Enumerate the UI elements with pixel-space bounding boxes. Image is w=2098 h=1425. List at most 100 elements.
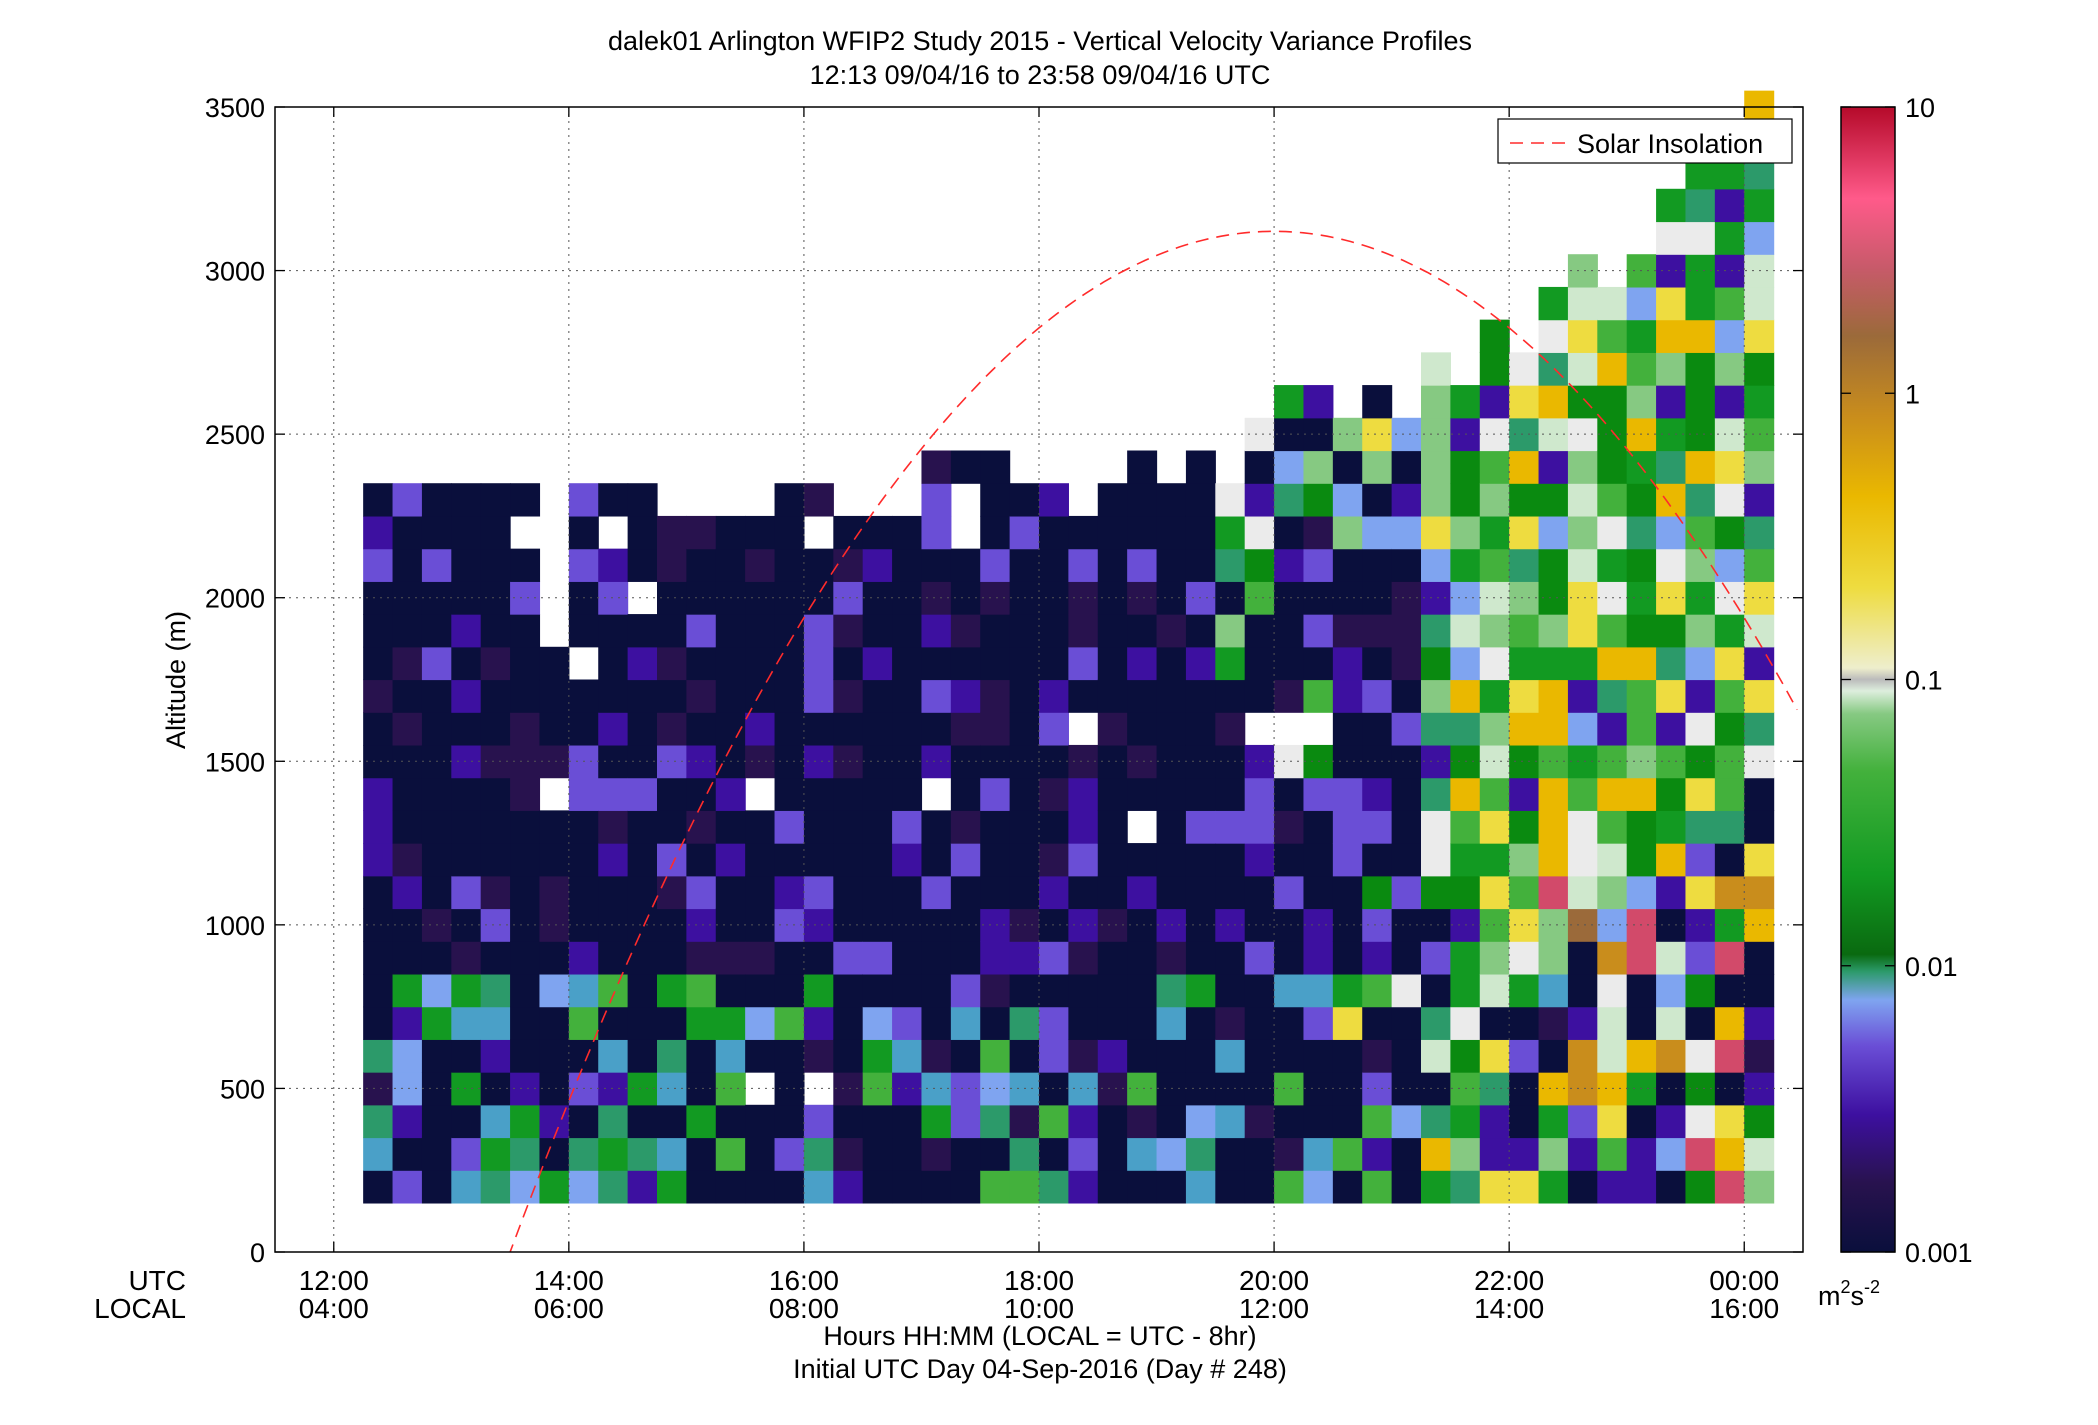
heatmap-cell: [1185, 810, 1216, 844]
heatmap-cell: [568, 614, 599, 648]
heatmap-cell: [598, 614, 629, 648]
heatmap-cell: [1714, 1039, 1745, 1073]
heatmap-cell: [1068, 777, 1099, 811]
heatmap-cell: [510, 1104, 541, 1139]
heatmap-cell: [1009, 1170, 1040, 1204]
heatmap-cell: [980, 581, 1011, 615]
heatmap-cell: [1538, 646, 1569, 681]
legend-box: [1497, 118, 1793, 164]
heatmap-cell: [1274, 973, 1305, 1008]
heatmap-cell: [539, 1072, 570, 1106]
heatmap-cell: [1685, 352, 1716, 386]
heatmap-cell: [1479, 843, 1510, 877]
heatmap-cell: [1362, 614, 1393, 648]
heatmap-cell: [980, 777, 1011, 811]
heatmap-cell: [1744, 679, 1775, 713]
heatmap-cell: [1714, 744, 1745, 779]
heatmap-cell: [686, 843, 717, 877]
heatmap-cell: [1215, 646, 1246, 681]
heatmap-cell: [451, 581, 482, 615]
heatmap-cell: [1744, 777, 1775, 811]
heatmap-cell: [1656, 908, 1687, 942]
heatmap-cell: [627, 515, 658, 550]
heatmap-cell: [1156, 679, 1187, 713]
heatmap-cell: [950, 1137, 981, 1171]
heatmap-cell: [921, 1006, 952, 1040]
heatmap-cell: [1714, 875, 1745, 910]
heatmap-cell: [1685, 1170, 1716, 1204]
heatmap-cell: [363, 843, 394, 877]
heatmap-cell: [1332, 1104, 1363, 1139]
heatmap-cell: [950, 1104, 981, 1139]
heatmap-cell: [1244, 843, 1275, 877]
heatmap-cell: [1597, 1170, 1628, 1204]
heatmap-cell: [980, 679, 1011, 713]
heatmap-cell: [1332, 1170, 1363, 1204]
heatmap-cell: [1391, 1137, 1422, 1171]
heatmap-cell: [1244, 646, 1275, 681]
heatmap-cell: [803, 679, 834, 713]
heatmap-cell: [1156, 614, 1187, 648]
heatmap-cell: [1685, 712, 1716, 746]
heatmap-cell: [803, 1170, 834, 1204]
heatmap-cell: [1567, 385, 1598, 419]
heatmap-cell: [1626, 1137, 1657, 1171]
y-tick-label: 1000: [205, 911, 265, 941]
heatmap-cell: [1656, 450, 1687, 484]
heatmap-cell: [1039, 810, 1069, 844]
heatmap-cell: [1303, 1104, 1334, 1139]
heatmap-cell: [1567, 450, 1598, 484]
heatmap-cell: [1567, 1039, 1598, 1073]
heatmap-cell: [1626, 810, 1657, 844]
heatmap-cell: [363, 1104, 394, 1139]
heatmap-cell: [1714, 712, 1745, 746]
heatmap-cell: [921, 483, 952, 517]
heatmap-cell: [598, 777, 629, 811]
heatmap-cell: [568, 777, 599, 811]
heatmap-cell: [745, 614, 776, 648]
heatmap-cell: [1538, 614, 1569, 648]
heatmap-cell: [657, 1104, 687, 1139]
heatmap-cell: [568, 941, 599, 975]
heatmap-cell: [1127, 875, 1158, 910]
heatmap-cell: [1450, 777, 1481, 811]
heatmap-cell: [1538, 810, 1569, 844]
heatmap-cell: [1450, 515, 1481, 550]
heatmap-cell: [1215, 1137, 1246, 1171]
heatmap-cell: [598, 744, 629, 779]
heatmap-cell: [1656, 712, 1687, 746]
heatmap-cell: [421, 1039, 452, 1073]
heatmap-cell: [598, 548, 629, 582]
heatmap-cell: [1274, 417, 1305, 452]
heatmap-cell: [363, 483, 394, 517]
heatmap-cell: [833, 712, 864, 746]
heatmap-cell: [480, 614, 511, 648]
heatmap-cell: [715, 614, 746, 648]
heatmap-cell: [921, 1039, 952, 1073]
heatmap-cell: [1685, 319, 1716, 353]
heatmap-cell: [715, 679, 746, 713]
heatmap-cell: [392, 646, 423, 681]
heatmap-cell: [1244, 941, 1275, 975]
heatmap-cell: [1009, 1039, 1040, 1073]
colorbar-tick-label: 10: [1905, 93, 1935, 123]
heatmap-cell: [451, 744, 482, 779]
heatmap-cell: [1421, 973, 1451, 1008]
heatmap-cell: [451, 843, 482, 877]
heatmap-cell: [1744, 286, 1775, 321]
heatmap-cell: [480, 973, 511, 1008]
heatmap-cell: [1421, 875, 1451, 910]
heatmap-cell: [1714, 188, 1745, 223]
heatmap-cell: [1156, 941, 1187, 975]
heatmap-cell: [1567, 319, 1598, 353]
y-tick-label: 3000: [205, 257, 265, 287]
heatmap-cell: [803, 614, 834, 648]
heatmap-cell: [1215, 941, 1246, 975]
heatmap-cell: [1244, 515, 1275, 550]
heatmap-cell: [421, 973, 452, 1008]
heatmap-cell: [980, 843, 1011, 877]
heatmap-cell: [950, 777, 981, 811]
heatmap-cell: [1362, 744, 1393, 779]
heatmap-cell: [1597, 941, 1628, 975]
